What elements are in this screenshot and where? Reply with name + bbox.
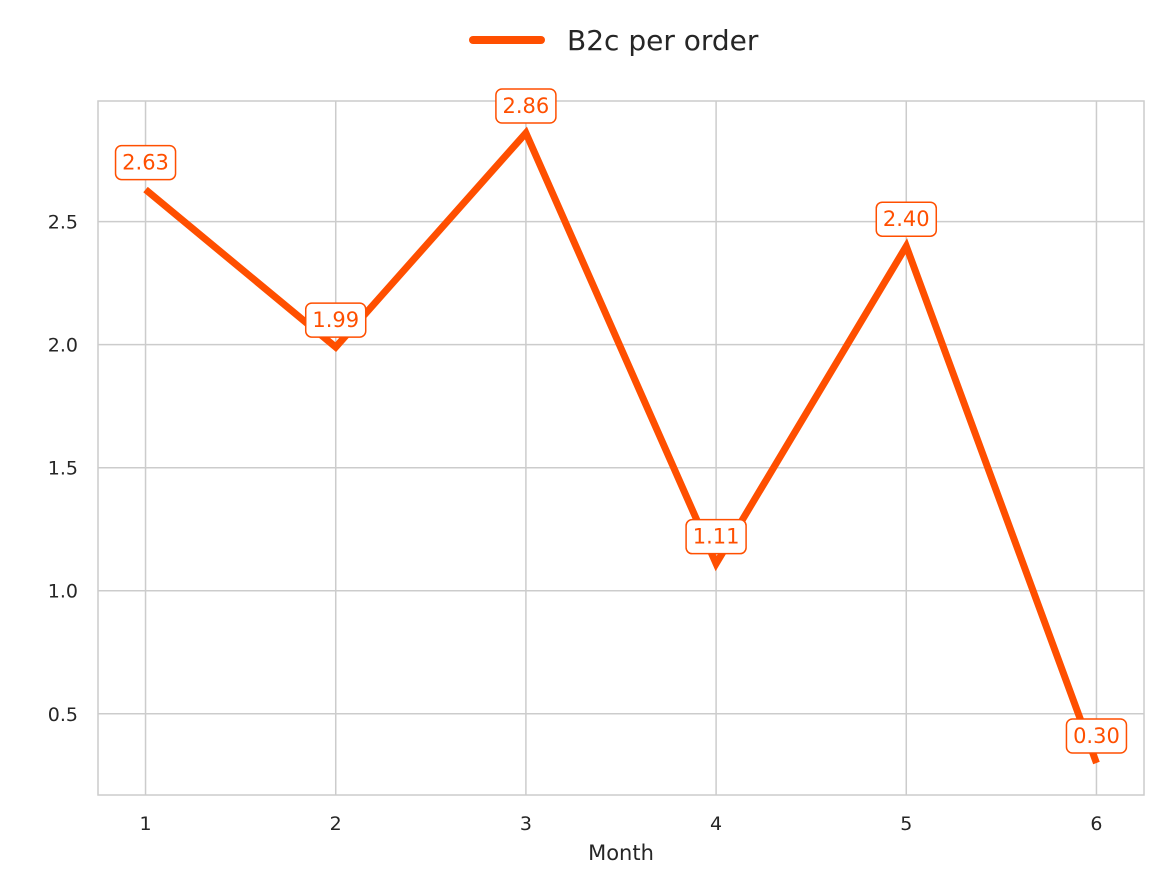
legend-label: B2c per order [567,24,759,57]
data-label-text: 2.63 [122,151,169,175]
grid-lines [98,101,1144,795]
data-label-text: 2.86 [503,94,550,118]
x-tick-label: 4 [710,813,722,835]
data-labels: 2.63 1.99 2.86 1.11 2.40 0.30 [114,88,1128,754]
y-tick-label: 2.0 [48,335,78,357]
x-tick-label: 1 [139,813,151,835]
x-axis-label: Month [588,841,654,865]
data-label: 2.40 [875,201,938,237]
x-tick-label: 5 [900,813,912,835]
x-tick-label: 6 [1090,813,1102,835]
data-label: 1.11 [685,518,747,555]
data-label-box [685,518,747,555]
data-label-box [875,201,938,237]
series-line [143,126,1100,765]
data-label: 1.99 [304,302,367,338]
data-label: 2.86 [495,88,557,124]
data-label-box [304,302,367,338]
data-label-box [495,88,557,124]
y-tick-label: 1.0 [48,581,78,603]
y-tick-label: 1.5 [48,458,78,480]
data-label-box [114,144,177,181]
x-tick-label: 2 [330,813,342,835]
data-label-box [1065,718,1128,754]
data-label-text: 1.99 [312,308,359,332]
data-label-text: 0.30 [1073,724,1120,748]
x-axis-ticks: 1 2 3 4 5 6 [139,813,1102,835]
y-axis-ticks: 0.5 1.0 1.5 2.0 2.5 [48,212,78,726]
data-label-text: 2.40 [883,207,930,231]
x-tick-label: 3 [520,813,532,835]
data-label-text: 1.11 [693,525,740,549]
y-tick-label: 2.5 [48,212,78,234]
legend: B2c per order [469,24,759,57]
y-tick-label: 0.5 [48,704,78,726]
plot-frame [97,100,1145,796]
series-layer [143,126,1100,765]
data-label: 2.63 [114,144,177,181]
data-label: 0.30 [1065,718,1128,754]
